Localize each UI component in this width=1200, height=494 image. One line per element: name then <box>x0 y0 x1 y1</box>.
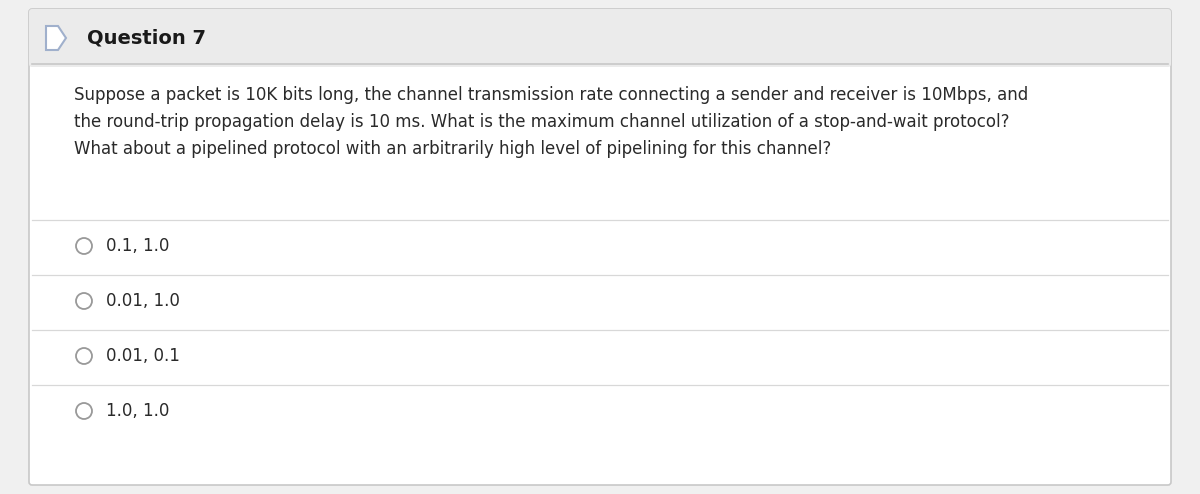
Ellipse shape <box>76 238 92 254</box>
Ellipse shape <box>76 348 92 364</box>
Text: 1.0, 1.0: 1.0, 1.0 <box>106 402 169 420</box>
Text: 0.01, 0.1: 0.01, 0.1 <box>106 347 180 365</box>
Ellipse shape <box>76 403 92 419</box>
Text: 0.01, 1.0: 0.01, 1.0 <box>106 292 180 310</box>
Text: 0.1, 1.0: 0.1, 1.0 <box>106 237 169 255</box>
FancyBboxPatch shape <box>29 9 1171 67</box>
Text: Suppose a packet is 10K bits long, the channel transmission rate connecting a se: Suppose a packet is 10K bits long, the c… <box>74 86 1028 158</box>
Polygon shape <box>46 26 66 50</box>
Text: Question 7: Question 7 <box>88 29 206 47</box>
Bar <box>32 12 1168 64</box>
Ellipse shape <box>76 293 92 309</box>
FancyBboxPatch shape <box>29 9 1171 485</box>
